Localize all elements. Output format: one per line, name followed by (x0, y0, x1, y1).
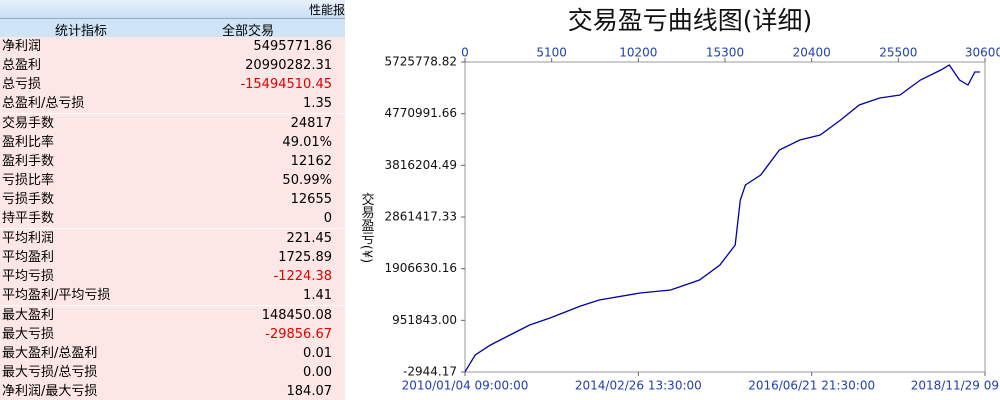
row-value: 12655 (290, 192, 332, 207)
row-name: 最大亏损/总亏损 (2, 365, 98, 380)
row-value: 24817 (290, 116, 332, 131)
banner-text: 性能报 (308, 3, 345, 17)
table-row: 平均亏损 -1224.38 (0, 267, 345, 286)
table-row: 总亏损 -15494510.45 (0, 75, 345, 94)
table-row: 最大盈利 148450.08 (0, 305, 345, 325)
row-name: 盈利手数 (2, 154, 55, 169)
x-tick-label: 5100 (536, 46, 567, 60)
plot-frame (464, 61, 986, 373)
row-value: 148450.08 (261, 308, 332, 323)
table-row: 交易手数 24817 (0, 113, 345, 133)
x2-tick-label: 2014/02/26 13:30:00 (575, 379, 702, 393)
x2-tick-label: 2016/06/21 21:30:00 (748, 379, 875, 393)
table-row: 亏损比率 50.99% (0, 171, 345, 190)
row-value: -15494510.45 (240, 77, 332, 92)
row-value: 0.00 (303, 365, 332, 380)
table-row: 平均盈利/平均亏损 1.41 (0, 286, 345, 305)
table-row: 盈利手数 12162 (0, 152, 345, 171)
row-name: 平均亏损 (2, 269, 55, 284)
table-row: 平均利润 221.45 (0, 228, 345, 248)
row-value: -29856.67 (265, 327, 332, 342)
x-tick-label: 30600 (965, 46, 1000, 60)
x2-tick-label: 2010/01/04 09:00:00 (402, 379, 529, 393)
row-value: 1.35 (303, 96, 332, 111)
row-name: 净利润 (2, 39, 42, 54)
y-tick-label: -2944.17 (403, 365, 457, 379)
y-tick-label: 1906630.16 (384, 261, 457, 275)
row-name: 总亏损 (2, 77, 42, 92)
header-row: 统计指标 全部交易 (0, 19, 345, 39)
row-value: 1.41 (303, 288, 332, 303)
x-tick-label: 20400 (793, 46, 831, 60)
x2-tick-label: 2018/11/29 09 (911, 379, 999, 393)
table-row: 盈利比率 49.01% (0, 133, 345, 152)
equity-line (464, 64, 980, 373)
header-cell: 统计指标 (55, 24, 108, 39)
row-value: 12162 (290, 154, 332, 169)
row-name: 最大盈利 (2, 308, 55, 323)
table-row: 持平手数 0 (0, 209, 345, 228)
row-name: 最大盈利/总盈利 (2, 346, 98, 361)
row-name: 盈利比率 (2, 135, 55, 150)
row-value: 221.45 (286, 231, 333, 246)
y-axis-label: 交易盈亏(¥) (359, 192, 375, 263)
row-value: 1725.89 (278, 250, 332, 265)
table-row: 净利润 5495771.86 (0, 37, 345, 56)
row-value: 49.01% (282, 135, 332, 150)
row-value: -1224.38 (273, 269, 332, 284)
table-row: 最大盈利/总盈利 0.01 (0, 344, 345, 363)
y-tick-label: 5725778.82 (384, 55, 457, 69)
row-name: 净利润/最大亏损 (2, 384, 98, 399)
y-tick-label: 3816204.49 (384, 158, 457, 172)
x-tick-label: 15300 (706, 46, 744, 60)
row-value: 20990282.31 (245, 58, 332, 73)
x-tick-label: 10200 (619, 46, 657, 60)
row-name: 平均盈利/平均亏损 (2, 288, 111, 303)
table-body: 净利润 5495771.86 总盈利 20990282.31 总亏损 -15494510.… (0, 37, 345, 400)
table-row: 最大亏损/总亏损 0.00 (0, 363, 345, 382)
y-tick-label: 4770991.66 (384, 106, 457, 120)
table-row: 亏损手数 12655 (0, 190, 345, 209)
table-row: 净利润/最大亏损 184.07 (0, 382, 345, 400)
row-name: 交易手数 (2, 116, 55, 131)
table-row: 总盈利 20990282.31 (0, 56, 345, 75)
y-tick-label: 951843.00 (392, 313, 457, 327)
row-name: 最大亏损 (2, 327, 55, 342)
x-tick-label: 25500 (879, 46, 917, 60)
row-value: 0 (323, 211, 332, 226)
row-value: 184.07 (286, 384, 333, 399)
banner: 性能报 (0, 0, 345, 19)
chart-title: 交易盈亏曲线图(详细) (568, 6, 813, 35)
table-row: 平均盈利 1725.89 (0, 248, 345, 267)
header-cell: 全部交易 (222, 24, 275, 39)
table-row: 总盈利/总亏损 1.35 (0, 94, 345, 113)
row-value: 0.01 (303, 346, 332, 361)
row-name: 亏损比率 (2, 173, 55, 188)
table-row: 最大亏损 -29856.67 (0, 325, 345, 344)
row-name: 总盈利 (2, 58, 42, 73)
row-name: 总盈利/总亏损 (2, 96, 85, 111)
stats-table: 性能报 统计指标 全部交易 净利润 5495771.86 总盈利 20990282.3… (0, 0, 345, 400)
y-tick-label: 2861417.33 (384, 210, 457, 224)
x-tick-label: 0 (461, 46, 469, 60)
row-value: 5495771.86 (253, 39, 332, 54)
row-name: 亏损手数 (2, 192, 55, 207)
row-name: 平均利润 (2, 231, 55, 246)
row-name: 持平手数 (2, 211, 55, 226)
row-name: 平均盈利 (2, 250, 55, 265)
row-value: 50.99% (282, 173, 332, 188)
